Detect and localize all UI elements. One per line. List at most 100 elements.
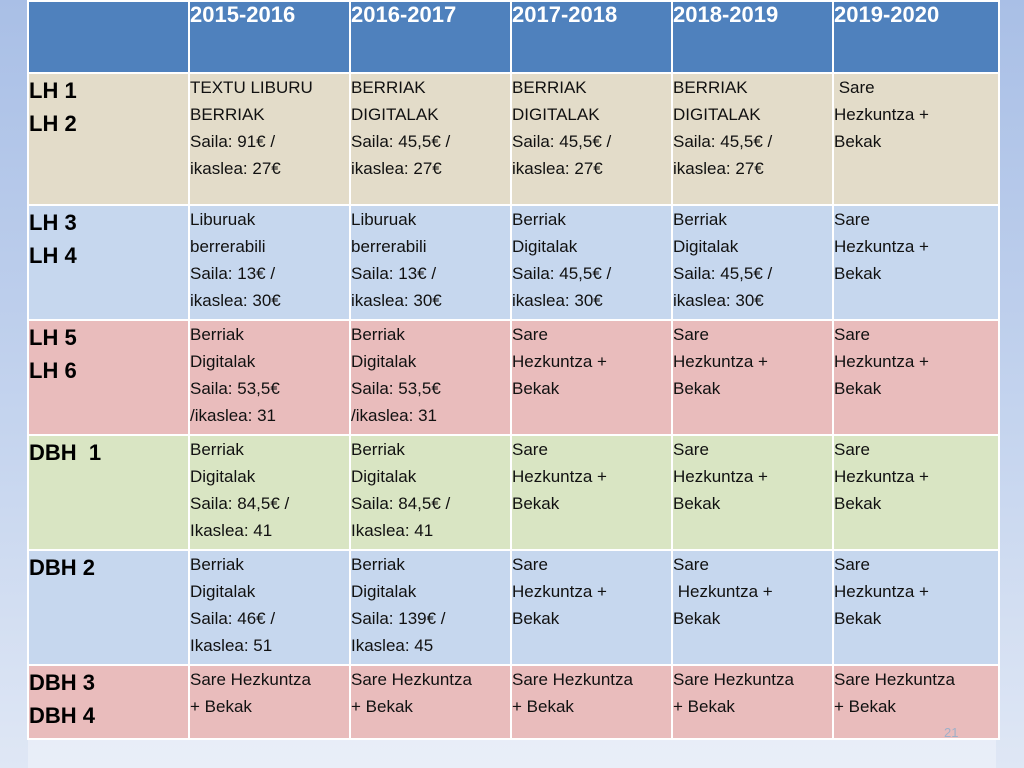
- cell-text-line: Sare: [673, 440, 709, 459]
- cell-text-line: Saila: 84,5€ /: [351, 494, 451, 513]
- cell-text-line: Saila: 13€ /: [190, 264, 276, 283]
- cell-text-line: Berriak: [190, 440, 244, 459]
- cell-text-line: Liburuak: [190, 210, 256, 229]
- cell-text-line: Ikaslea: 51: [190, 636, 273, 655]
- cell-text-line: Hezkuntza +: [673, 352, 768, 371]
- cell-text-line: Saila: 45,5€ /: [351, 132, 451, 151]
- row-level-label: LH 3 LH 4: [27, 204, 190, 321]
- cell-text-line: Sare Hezkuntza: [190, 670, 311, 689]
- cell-text-line: Sare: [834, 555, 870, 574]
- cell-text-line: ikaslea: 30€: [512, 291, 603, 310]
- cell-text-line: Sare: [512, 440, 548, 459]
- cell-text-line: Sare: [834, 78, 875, 97]
- cell-text-line: TEXTU LIBURU: [190, 78, 313, 97]
- table-row: DBH 3 DBH 4 Sare Hezkuntza + Bekak Sare Hezk…: [27, 664, 1000, 740]
- slide-background-right: [996, 0, 1024, 768]
- cell-text-line: ikaslea: 30€: [190, 291, 281, 310]
- cell-text-line: berrerabili: [351, 237, 427, 256]
- table-cell: Berriak Digitalak Saila: 84,5€ / Ikaslea: 4…: [188, 434, 351, 551]
- year-header: 2019-2020: [832, 0, 1000, 74]
- cell-text-line: Bekak: [673, 609, 721, 628]
- level-label-line: LH 5: [29, 325, 77, 350]
- cell-text-line: Berriak: [512, 210, 566, 229]
- cell-text-line: Hezkuntza +: [673, 582, 773, 601]
- row-level-label: DBH 2: [27, 549, 190, 666]
- cell-text-line: Hezkuntza +: [673, 467, 768, 486]
- cell-text-line: DIGITALAK: [673, 105, 761, 124]
- cell-text-line: Berriak: [351, 440, 405, 459]
- cell-text-line: Saila: 45,5€ /: [512, 264, 612, 283]
- cell-text-line: Bekak: [834, 132, 882, 151]
- cell-text-line: Sare Hezkuntza: [351, 670, 472, 689]
- cell-text-line: Saila: 84,5€ /: [190, 494, 290, 513]
- table-cell: Berriak Digitalak Saila: 53,5€ /ikaslea: 31: [349, 319, 512, 436]
- cell-text-line: ikaslea: 30€: [351, 291, 442, 310]
- cell-text-line: Bekak: [512, 379, 560, 398]
- cell-text-line: Digitalak: [351, 582, 417, 601]
- cell-text-line: Digitalak: [351, 467, 417, 486]
- table-row: DBH 2 Berriak Digitalak Saila: 46€ / Ikaslea…: [27, 549, 1000, 666]
- cell-text-line: Sare: [834, 210, 870, 229]
- level-label-line: DBH 4: [29, 703, 96, 728]
- cell-text-line: Saila: 139€ /: [351, 609, 446, 628]
- table-cell: Sare Hezkuntza + Bekak: [832, 549, 1000, 666]
- cell-text-line: Sare: [834, 325, 870, 344]
- cell-text-line: /ikaslea: 31: [190, 406, 276, 425]
- cell-text-line: Berriak: [673, 210, 727, 229]
- year-header: 2017-2018: [510, 0, 673, 74]
- table-cell: Sare Hezkuntza + Bekak: [671, 664, 834, 740]
- cell-text-line: /ikaslea: 31: [351, 406, 437, 425]
- year-header: 2015-2016: [188, 0, 351, 74]
- cell-text-line: BERRIAK: [351, 78, 426, 97]
- level-label-line: LH 4: [29, 243, 77, 268]
- table-cell: Sare Hezkuntza + Bekak: [671, 549, 834, 666]
- cell-text-line: Bekak: [834, 264, 882, 283]
- cell-text-line: Sare: [512, 555, 548, 574]
- table-row: LH 5 LH 6 Berriak Digitalak Saila: 53,5€ /ika…: [27, 319, 1000, 436]
- cell-text-line: Saila: 53,5€: [190, 379, 280, 398]
- table-cell: Berriak Digitalak Saila: 53,5€ /ikaslea: 31: [188, 319, 351, 436]
- cell-text-line: Sare Hezkuntza: [673, 670, 794, 689]
- table-cell: Berriak Digitalak Saila: 45,5€ / ikaslea: 3…: [671, 204, 834, 321]
- table-cell: Liburuak berrerabili Saila: 13€ / ikaslea: …: [349, 204, 512, 321]
- table-cell: Berriak Digitalak Saila: 46€ / Ikaslea: 51: [188, 549, 351, 666]
- cell-text-line: Hezkuntza +: [512, 582, 607, 601]
- table-cell: Sare Hezkuntza + Bekak: [832, 319, 1000, 436]
- table-cell: BERRIAK DIGITALAK Saila: 45,5€ / ikaslea: 2…: [349, 72, 512, 206]
- table-cell: BERRIAK DIGITALAK Saila: 45,5€ / ikaslea: 2…: [671, 72, 834, 206]
- table-cell: Sare Hezkuntza + Bekak: [832, 72, 1000, 206]
- cell-text-line: + Bekak: [834, 697, 896, 716]
- level-label-line: LH 1: [29, 78, 77, 103]
- header-row: 2015-2016 2016-2017 2017-2018 2018-2019 …: [27, 0, 1000, 74]
- table-cell: Sare Hezkuntza + Bekak: [671, 434, 834, 551]
- cell-text-line: Hezkuntza +: [834, 105, 929, 124]
- cell-text-line: Berriak: [190, 325, 244, 344]
- table-cell: Sare Hezkuntza + Bekak: [349, 664, 512, 740]
- cell-text-line: ikaslea: 27€: [190, 159, 281, 178]
- table-row: LH 3 LH 4 Liburuak berrerabili Saila: 13€ / i…: [27, 204, 1000, 321]
- cell-text-line: ikaslea: 30€: [673, 291, 764, 310]
- table-cell: Sare Hezkuntza + Bekak: [510, 664, 673, 740]
- cell-text-line: Hezkuntza +: [834, 467, 929, 486]
- cell-text-line: Sare Hezkuntza: [834, 670, 955, 689]
- cell-text-line: Bekak: [834, 494, 882, 513]
- cell-text-line: Saila: 46€ /: [190, 609, 276, 628]
- table-cell: Sare Hezkuntza + Bekak: [510, 549, 673, 666]
- level-label-line: DBH 2: [29, 555, 96, 580]
- cell-text-line: Hezkuntza +: [834, 582, 929, 601]
- cell-text-line: DIGITALAK: [351, 105, 439, 124]
- table-cell: BERRIAK DIGITALAK Saila: 45,5€ / ikaslea: 2…: [510, 72, 673, 206]
- cell-text-line: Sare: [673, 555, 709, 574]
- table-cell: Berriak Digitalak Saila: 84,5€ / Ikaslea: 4…: [349, 434, 512, 551]
- cell-text-line: Digitalak: [512, 237, 578, 256]
- cell-text-line: Berriak: [190, 555, 244, 574]
- cell-text-line: Saila: 45,5€ /: [673, 264, 773, 283]
- cell-text-line: BERRIAK: [512, 78, 587, 97]
- cell-text-line: Bekak: [673, 379, 721, 398]
- slide-background-left: [0, 0, 28, 768]
- row-level-label: DBH 3 DBH 4: [27, 664, 190, 740]
- cell-text-line: Ikaslea: 45: [351, 636, 434, 655]
- table-cell: Berriak Digitalak Saila: 45,5€ / ikaslea: 3…: [510, 204, 673, 321]
- cell-text-line: Sare: [834, 440, 870, 459]
- cell-text-line: Hezkuntza +: [834, 237, 929, 256]
